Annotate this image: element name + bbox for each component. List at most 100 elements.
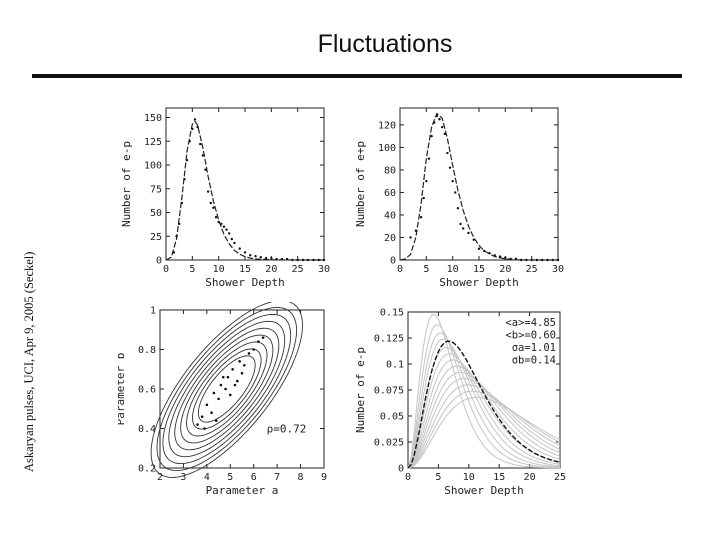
y-tick-label: 0.1 — [386, 360, 404, 371]
sample-point — [203, 427, 206, 430]
data-point — [280, 257, 284, 261]
contour-line — [174, 327, 280, 451]
x-tick-label: 15 — [493, 472, 505, 483]
data-point — [214, 216, 218, 219]
contour-line — [197, 355, 256, 423]
data-point — [535, 258, 539, 262]
fit-curve — [399, 112, 558, 261]
plot-frame — [165, 107, 325, 261]
x-tick-label: 25 — [526, 264, 538, 275]
data-point — [183, 178, 186, 181]
sample-point — [226, 375, 230, 379]
sample-point — [221, 375, 225, 379]
data-point — [259, 255, 262, 259]
data-point — [472, 238, 475, 241]
sample-point — [238, 360, 241, 363]
data-point — [199, 142, 202, 146]
sample-point — [233, 383, 237, 387]
data-point — [317, 258, 320, 262]
x-tick-label: 3 — [180, 472, 186, 483]
sample-point — [240, 371, 244, 375]
data-point — [217, 220, 220, 224]
data-point — [440, 125, 444, 129]
x-tick-label: 15 — [239, 264, 251, 275]
x-tick-label: 4 — [204, 472, 210, 483]
sample-point — [214, 419, 218, 422]
data-point — [414, 229, 417, 232]
data-point — [196, 125, 199, 129]
sample-point — [243, 364, 246, 367]
x-tick-label: 20 — [499, 264, 511, 275]
chart-shower-family: 0 5 10 15 20 25 0 0.025 0.05 0.075 0.1 0.125 0.15 Sho… — [354, 308, 566, 498]
sample-point — [212, 391, 216, 395]
sample-point — [210, 411, 213, 414]
y-tick-label: 0.4 — [138, 424, 156, 435]
data-point — [456, 207, 460, 210]
family-curve — [407, 324, 561, 469]
y-tick-label: 1 — [150, 306, 156, 317]
family-curve — [407, 396, 561, 469]
data-point — [448, 166, 452, 169]
y-tick-label: 100 — [144, 161, 162, 172]
data-point — [301, 258, 305, 262]
x-tick-label: 30 — [552, 264, 564, 275]
stat-annotation: σa=1.01 — [512, 342, 556, 354]
y-tick-label: 40 — [384, 210, 396, 221]
data-point — [556, 258, 560, 262]
y-tick-label: 0.8 — [138, 345, 156, 356]
data-point — [322, 258, 326, 262]
fit-curve — [165, 120, 324, 261]
data-point — [433, 121, 436, 124]
y-tick-label: 0.15 — [380, 308, 404, 319]
family-curve — [407, 338, 561, 469]
y-tick-label: 150 — [144, 113, 162, 124]
x-tick-label: 6 — [251, 472, 257, 483]
x-tick-label: 0 — [397, 264, 403, 275]
sample-point — [196, 423, 199, 426]
data-point — [446, 151, 449, 155]
data-point — [254, 255, 257, 258]
data-point — [467, 231, 470, 235]
family-curve — [407, 332, 561, 469]
data-point — [419, 216, 423, 219]
data-point — [191, 127, 194, 131]
data-point — [177, 222, 181, 226]
y-tick-label: 0 — [398, 464, 404, 475]
contour-line — [150, 302, 303, 478]
data-point — [204, 168, 207, 171]
y-tick-label: 0.05 — [380, 412, 404, 423]
data-point — [551, 258, 554, 262]
y-tick-label: 0.6 — [138, 385, 156, 396]
y-tick-label: 50 — [150, 208, 162, 219]
data-point — [249, 254, 252, 257]
page-title: Fluctuations — [317, 30, 453, 58]
data-point — [312, 258, 315, 262]
data-point — [220, 222, 223, 226]
x-tick-label: 5 — [423, 264, 429, 275]
data-point — [180, 201, 183, 205]
contour-line — [180, 334, 274, 444]
sample-point — [200, 415, 204, 418]
data-point — [530, 258, 533, 262]
x-tick-label: 5 — [227, 472, 233, 483]
x-tick-label: 5 — [189, 264, 195, 275]
data-point — [509, 257, 512, 261]
data-point — [188, 140, 191, 143]
stat-annotation: <b>=0.60 — [505, 330, 556, 342]
family-curve — [407, 313, 561, 469]
contour-line — [156, 306, 298, 472]
x-tick-label: 0 — [405, 472, 411, 483]
x-tick-label: 10 — [447, 264, 459, 275]
contour-line — [168, 320, 286, 458]
data-point — [185, 159, 189, 162]
family-curve — [407, 384, 561, 469]
data-point — [270, 256, 273, 260]
data-point — [193, 118, 197, 121]
data-point — [201, 154, 205, 157]
data-point — [238, 247, 241, 250]
data-point — [519, 258, 523, 262]
data-point — [498, 255, 502, 258]
y-tick-label: 125 — [144, 137, 162, 148]
sample-point — [252, 348, 256, 351]
x-axis-label: Shower Depth — [444, 484, 523, 497]
